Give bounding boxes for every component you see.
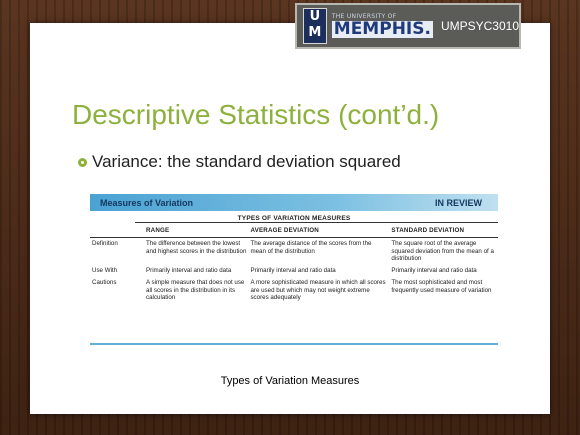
table-cell: Primarily interval and ratio data [250, 267, 336, 274]
logo-subtitle: THE UNIVERSITY OF [331, 13, 397, 20]
university-logo-banner: U M THE UNIVERSITY OF MEMPHIS. UMPSYC301… [295, 3, 521, 49]
review-header: Measures of Variation IN REVIEW [90, 194, 498, 211]
figure-caption: Types of Variation Measures [220, 375, 360, 387]
column-header: RANGE [144, 225, 249, 238]
course-code: UMPSYC3010 [440, 19, 519, 33]
row-label: Cautions [92, 278, 117, 286]
table-cell: The average distance of the scores from … [250, 239, 372, 255]
table-row: Cautions A simple measure that does not … [90, 277, 498, 304]
column-header: STANDARD DEVIATION [389, 225, 498, 238]
slide: U M THE UNIVERSITY OF MEMPHIS. UMPSYC301… [30, 3, 550, 414]
row-label: Definition [92, 239, 118, 247]
review-subheader: TYPES OF VARIATION MEASURES [237, 215, 351, 222]
slide-title: Descriptive Statistics (cont’d.) [72, 99, 440, 130]
bullet-text: Variance: the standard deviation squared [92, 152, 401, 171]
bullet-item: Variance: the standard deviation squared [78, 152, 401, 172]
table-cell: Primarily interval and ratio data [391, 267, 477, 274]
table-cell: A simple measure that does not use all s… [146, 278, 245, 302]
logo-m: M [308, 25, 322, 40]
table-cell: A more sophisticated measure in which al… [250, 278, 386, 302]
table-row: Use With Primarily interval and ratio da… [90, 265, 498, 277]
subheader-divider [135, 222, 498, 223]
table-row: Definition The difference between the lo… [90, 237, 498, 265]
variation-review-box: Measures of Variation IN REVIEW TYPES OF… [90, 194, 498, 345]
logo-wordmark: THE UNIVERSITY OF MEMPHIS. [331, 13, 433, 39]
bullet-circle-icon [78, 157, 87, 167]
table-cell: The square root of the average squared d… [391, 239, 494, 263]
row-label: Use With [92, 267, 118, 274]
table-header-row: RANGE AVERAGE DEVIATION STANDARD DEVIATI… [90, 225, 498, 238]
variation-table: RANGE AVERAGE DEVIATION STANDARD DEVIATI… [90, 225, 498, 304]
logo-title: MEMPHIS. [331, 19, 433, 39]
column-header: AVERAGE DEVIATION [248, 225, 390, 238]
review-header-tag: IN REVIEW [434, 197, 482, 208]
table-cell: The difference between the lowest and hi… [146, 239, 247, 255]
table-cell: The most sophisticated and most frequent… [391, 278, 492, 294]
um-logo-icon: U M [303, 8, 327, 44]
table-cell: Primarily interval and ratio data [146, 267, 232, 274]
review-footer-rule [90, 343, 498, 345]
column-header [90, 225, 144, 238]
review-header-title: Measures of Variation [100, 197, 194, 208]
logo-u: U [309, 9, 321, 24]
